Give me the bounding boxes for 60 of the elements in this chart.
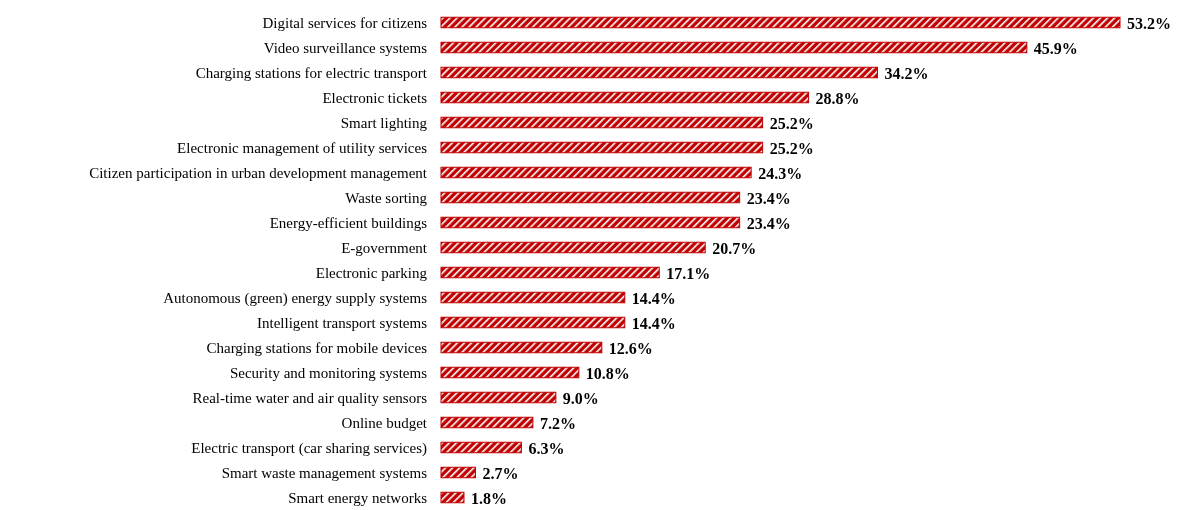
- bar: [440, 491, 465, 504]
- bar: [440, 191, 741, 204]
- y-tick-label: Charging stations for mobile devices: [206, 339, 428, 356]
- bar: [440, 166, 752, 179]
- data-label: 7.2%: [539, 414, 576, 432]
- data-label: 23.4%: [746, 189, 791, 207]
- y-tick-label: Electronic parking: [315, 264, 428, 281]
- y-tick-label: Real-time water and air quality sensors: [192, 389, 428, 406]
- data-label: 17.1%: [666, 264, 711, 282]
- y-tick-label: Charging stations for electric transport: [195, 64, 428, 81]
- y-tick-label: Smart energy networks: [288, 489, 428, 506]
- data-label: 1.8%: [470, 489, 507, 507]
- bar: [440, 41, 1028, 54]
- bar: [440, 466, 476, 479]
- bar: [440, 116, 764, 129]
- data-label: 23.4%: [746, 214, 791, 232]
- bar: [440, 416, 534, 429]
- data-label: 2.7%: [482, 464, 519, 482]
- bar: [440, 66, 878, 79]
- y-tick-label: Autonomous (green) energy supply systems: [163, 289, 428, 307]
- y-tick-label: Smart waste management systems: [221, 464, 428, 481]
- data-label: 14.4%: [631, 289, 676, 307]
- y-tick-label: Video surveillance systems: [263, 39, 428, 56]
- data-label: 34.2%: [884, 64, 929, 82]
- y-tick-label: Citizen participation in urban development management: [89, 164, 428, 181]
- bar: [440, 291, 626, 304]
- data-label: 12.6%: [608, 339, 653, 357]
- bar: [440, 341, 603, 354]
- data-label: 45.9%: [1033, 39, 1078, 57]
- y-tick-label: Electronic management of utility services: [177, 139, 428, 156]
- data-label: 20.7%: [712, 239, 757, 257]
- y-tick-label: Security and monitoring systems: [229, 364, 428, 381]
- bar: [440, 366, 580, 379]
- y-tick-label: Online budget: [341, 414, 428, 431]
- data-label: 53.2%: [1127, 14, 1171, 32]
- data-label: 28.8%: [815, 89, 860, 107]
- bar: [440, 91, 810, 104]
- bar: [440, 141, 764, 154]
- data-label: 24.3%: [758, 164, 803, 182]
- data-label: 10.8%: [585, 364, 630, 382]
- data-label: 25.2%: [769, 114, 814, 132]
- data-label: 6.3%: [528, 439, 565, 457]
- data-label: 25.2%: [769, 139, 814, 157]
- y-tick-label: Electric transport (car sharing services): [191, 439, 427, 457]
- y-tick-label: Energy-efficient buildings: [269, 214, 428, 231]
- bar: [440, 241, 706, 254]
- y-tick-label: E-government: [341, 239, 428, 256]
- bar: [440, 316, 626, 329]
- y-tick-label: Waste sorting: [345, 189, 428, 206]
- bar: [440, 391, 557, 404]
- y-tick-label: Intelligent transport systems: [257, 314, 428, 331]
- y-tick-label: Digital services for citizens: [262, 14, 428, 31]
- data-label: 9.0%: [562, 389, 599, 407]
- data-label: 14.4%: [631, 314, 676, 332]
- y-tick-label: Smart lighting: [340, 114, 428, 131]
- bar: [440, 16, 1121, 29]
- bar: [440, 441, 522, 454]
- bar: [440, 266, 660, 279]
- bar: [440, 216, 741, 229]
- y-tick-label: Electronic tickets: [322, 89, 428, 106]
